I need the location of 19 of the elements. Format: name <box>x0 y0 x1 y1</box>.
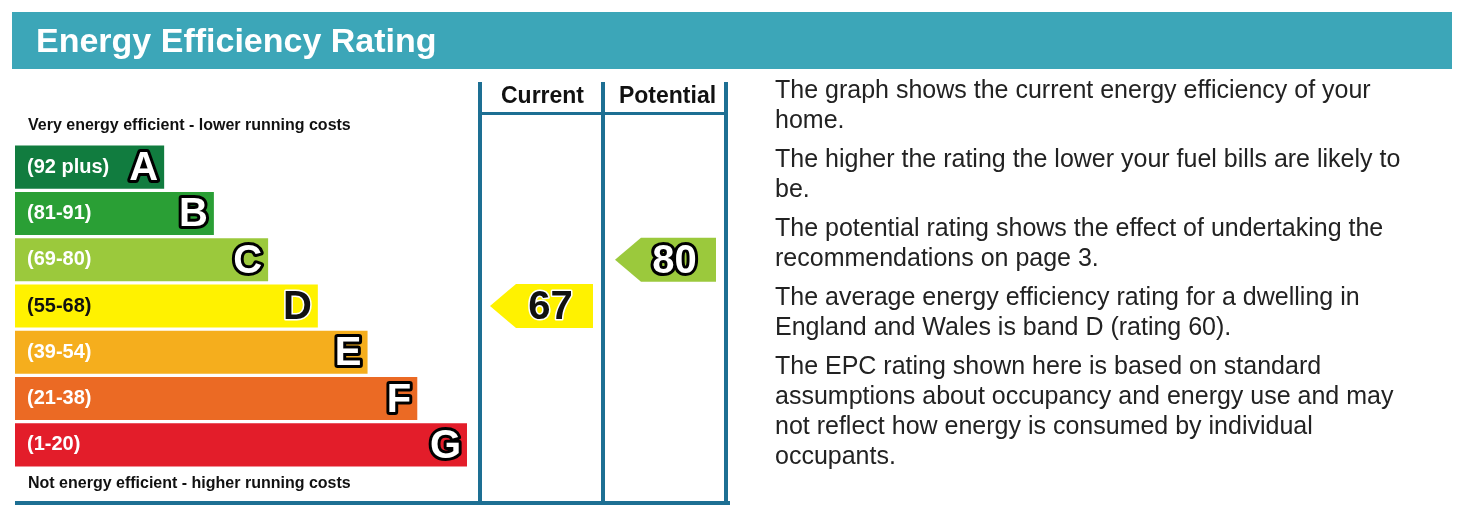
text: The potential rating shows the effect of undertaking the recommendations on page 3. <box>775 212 1385 272</box>
category-label: (55-68) D <box>27 283 312 328</box>
text: Very energy efficient - lower running costs <box>28 116 351 134</box>
text: The average energy efficiency rating for a dwelling in England and Wales is band D (rating 60). <box>775 281 1361 341</box>
category-label: (1-20) G <box>27 421 461 466</box>
text: Current <box>499 82 586 109</box>
text: The EPC rating shown here is based on standard assumptions about occupancy and energy use and may not reflect how energy is consumed by individual occupants. <box>775 350 1395 470</box>
category-label: (39-54) E <box>27 329 362 374</box>
y-tick-label: (92 plus) A <box>27 144 159 189</box>
text: The graph shows the current energy efficiency of your home. <box>775 74 1372 134</box>
chart-title: Energy Efficiency Rating <box>12 12 1452 69</box>
category-label: (21-38) F <box>27 375 412 420</box>
text: Not energy efficient - higher running costs <box>28 474 351 492</box>
text: The higher the rating the lower your fuel bills are likely to be. <box>775 143 1402 203</box>
category-label: (81-91) B <box>27 190 208 235</box>
text: 67 <box>528 283 573 328</box>
text: 80 <box>652 236 697 281</box>
text: Potential <box>617 82 718 109</box>
category-label: (69-80) C <box>27 236 263 281</box>
